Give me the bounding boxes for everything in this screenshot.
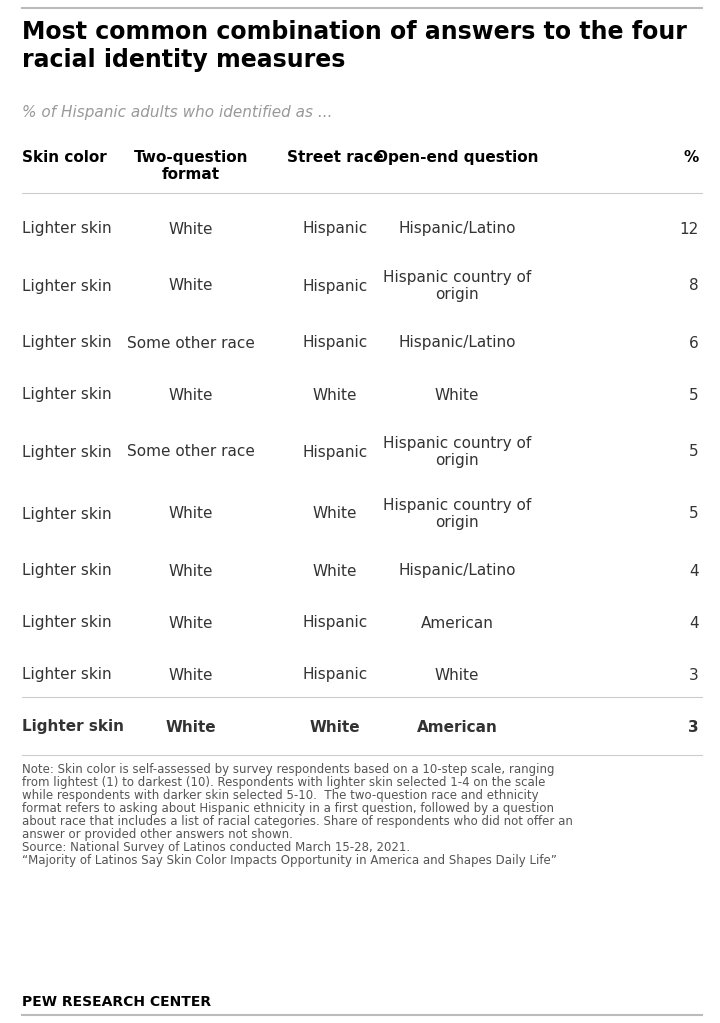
Text: 3: 3: [688, 719, 698, 735]
Text: White: White: [168, 506, 213, 522]
Text: White: White: [168, 222, 213, 236]
Text: Hispanic: Hispanic: [302, 616, 367, 630]
Text: Two-question
format: Two-question format: [133, 150, 248, 182]
Text: about race that includes a list of racial categories. Share of respondents who d: about race that includes a list of racia…: [22, 815, 573, 828]
Text: Most common combination of answers to the four
racial identity measures: Most common combination of answers to th…: [22, 20, 687, 72]
Text: Hispanic: Hispanic: [302, 667, 367, 682]
Text: Lighter skin: Lighter skin: [22, 506, 111, 522]
Text: 5: 5: [689, 445, 698, 459]
Text: answer or provided other answers not shown.: answer or provided other answers not sho…: [22, 828, 293, 841]
Text: % of Hispanic adults who identified as ...: % of Hispanic adults who identified as .…: [22, 105, 333, 120]
Text: White: White: [435, 667, 480, 682]
Text: Lighter skin: Lighter skin: [22, 564, 111, 578]
Text: PEW RESEARCH CENTER: PEW RESEARCH CENTER: [22, 995, 211, 1009]
Text: Open-end question: Open-end question: [375, 150, 539, 165]
Text: Lighter skin: Lighter skin: [22, 336, 111, 351]
Text: White: White: [168, 388, 213, 402]
Text: Lighter skin: Lighter skin: [22, 278, 111, 294]
Text: Note: Skin color is self-assessed by survey respondents based on a 10-step scale: Note: Skin color is self-assessed by sur…: [22, 763, 554, 776]
Text: White: White: [168, 667, 213, 682]
Text: White: White: [312, 564, 357, 578]
Text: White: White: [310, 719, 360, 735]
Text: Hispanic country of
origin: Hispanic country of origin: [383, 270, 531, 302]
Text: Hispanic country of
origin: Hispanic country of origin: [383, 498, 531, 530]
Text: Hispanic country of
origin: Hispanic country of origin: [383, 436, 531, 469]
Text: 5: 5: [689, 388, 698, 402]
Text: Lighter skin: Lighter skin: [22, 388, 111, 402]
Text: White: White: [166, 719, 216, 735]
Text: White: White: [312, 388, 357, 402]
Text: Lighter skin: Lighter skin: [22, 616, 111, 630]
Text: 8: 8: [689, 278, 698, 294]
Text: Source: National Survey of Latinos conducted March 15-28, 2021.: Source: National Survey of Latinos condu…: [22, 841, 410, 854]
Text: “Majority of Latinos Say Skin Color Impacts Opportunity in America and Shapes Da: “Majority of Latinos Say Skin Color Impa…: [22, 854, 557, 868]
Text: 6: 6: [688, 336, 698, 351]
Text: Lighter skin: Lighter skin: [22, 667, 111, 682]
Text: Street race: Street race: [287, 150, 383, 165]
Text: Hispanic/Latino: Hispanic/Latino: [398, 336, 516, 351]
Text: 3: 3: [688, 667, 698, 682]
Text: White: White: [435, 388, 480, 402]
Text: White: White: [168, 278, 213, 294]
Text: Some other race: Some other race: [127, 336, 255, 351]
Text: Hispanic: Hispanic: [302, 278, 367, 294]
Text: Skin color: Skin color: [22, 150, 107, 165]
Text: White: White: [168, 616, 213, 630]
Text: 5: 5: [689, 506, 698, 522]
Text: Some other race: Some other race: [127, 445, 255, 459]
Text: American: American: [417, 719, 498, 735]
Text: 4: 4: [689, 616, 698, 630]
Text: while respondents with darker skin selected 5-10.  The two-question race and eth: while respondents with darker skin selec…: [22, 789, 539, 802]
Text: from lightest (1) to darkest (10). Respondents with lighter skin selected 1-4 on: from lightest (1) to darkest (10). Respo…: [22, 776, 545, 789]
Text: Hispanic/Latino: Hispanic/Latino: [398, 564, 516, 578]
Text: format refers to asking about Hispanic ethnicity in a first question, followed b: format refers to asking about Hispanic e…: [22, 802, 554, 815]
Text: Hispanic: Hispanic: [302, 445, 367, 459]
Text: Lighter skin: Lighter skin: [22, 445, 111, 459]
Text: Hispanic: Hispanic: [302, 336, 367, 351]
Text: 12: 12: [679, 222, 698, 236]
Text: Hispanic: Hispanic: [302, 222, 367, 236]
Text: White: White: [168, 564, 213, 578]
Text: 4: 4: [689, 564, 698, 578]
Text: White: White: [312, 506, 357, 522]
Text: Lighter skin: Lighter skin: [22, 222, 111, 236]
Text: %: %: [683, 150, 698, 165]
Text: American: American: [420, 616, 494, 630]
Text: Hispanic/Latino: Hispanic/Latino: [398, 222, 516, 236]
Text: Lighter skin: Lighter skin: [22, 719, 124, 735]
